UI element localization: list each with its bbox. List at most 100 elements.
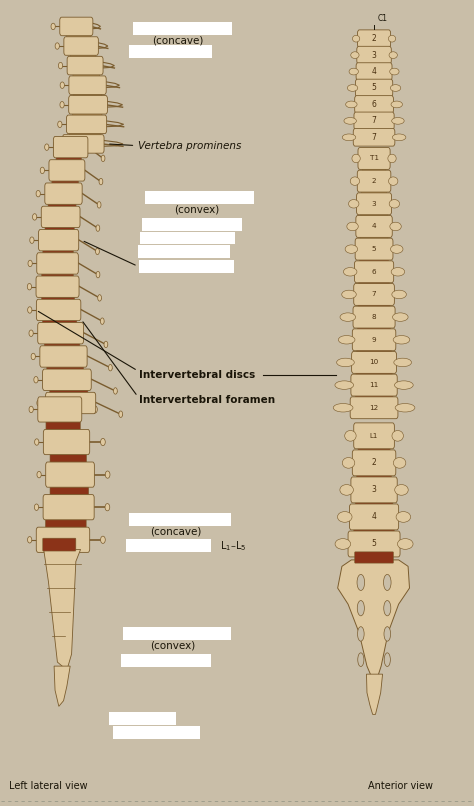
FancyBboxPatch shape	[69, 76, 106, 94]
FancyBboxPatch shape	[43, 430, 90, 455]
Ellipse shape	[391, 245, 403, 253]
Text: 4: 4	[372, 513, 376, 521]
Ellipse shape	[357, 575, 365, 591]
Ellipse shape	[357, 600, 365, 616]
FancyBboxPatch shape	[356, 193, 392, 214]
FancyBboxPatch shape	[43, 317, 77, 326]
Ellipse shape	[384, 627, 391, 641]
Ellipse shape	[389, 200, 400, 208]
Ellipse shape	[60, 102, 64, 108]
Ellipse shape	[348, 200, 359, 208]
FancyBboxPatch shape	[360, 92, 389, 98]
FancyBboxPatch shape	[52, 177, 79, 187]
Ellipse shape	[60, 82, 64, 89]
FancyBboxPatch shape	[358, 147, 390, 169]
Ellipse shape	[29, 330, 33, 336]
FancyBboxPatch shape	[38, 397, 82, 422]
Ellipse shape	[45, 144, 49, 151]
Ellipse shape	[28, 260, 32, 267]
Text: 5: 5	[372, 84, 376, 93]
FancyBboxPatch shape	[63, 139, 91, 151]
FancyBboxPatch shape	[355, 96, 393, 113]
Text: 6: 6	[372, 100, 376, 109]
FancyBboxPatch shape	[41, 206, 80, 227]
Ellipse shape	[345, 245, 357, 253]
Polygon shape	[54, 666, 70, 706]
FancyBboxPatch shape	[356, 345, 392, 352]
FancyBboxPatch shape	[129, 513, 231, 526]
FancyBboxPatch shape	[349, 504, 399, 530]
FancyBboxPatch shape	[354, 112, 394, 130]
FancyBboxPatch shape	[48, 200, 76, 210]
FancyBboxPatch shape	[36, 276, 79, 297]
FancyBboxPatch shape	[49, 160, 85, 181]
Ellipse shape	[383, 575, 391, 591]
FancyBboxPatch shape	[74, 90, 102, 100]
Ellipse shape	[350, 177, 360, 185]
Ellipse shape	[98, 295, 101, 301]
Ellipse shape	[384, 600, 391, 616]
Ellipse shape	[388, 154, 396, 163]
Ellipse shape	[389, 177, 398, 185]
Ellipse shape	[342, 134, 356, 141]
Ellipse shape	[99, 178, 103, 185]
Ellipse shape	[100, 318, 104, 324]
Ellipse shape	[333, 404, 353, 412]
Text: 11: 11	[369, 382, 379, 388]
Ellipse shape	[40, 167, 45, 173]
FancyBboxPatch shape	[357, 30, 391, 48]
FancyBboxPatch shape	[353, 306, 395, 328]
FancyBboxPatch shape	[145, 191, 254, 204]
Text: 5: 5	[372, 539, 376, 548]
Ellipse shape	[109, 364, 112, 371]
Ellipse shape	[392, 430, 403, 441]
Ellipse shape	[29, 406, 33, 413]
Polygon shape	[44, 550, 81, 670]
FancyBboxPatch shape	[358, 125, 390, 131]
Ellipse shape	[335, 381, 354, 389]
Ellipse shape	[342, 458, 355, 468]
FancyBboxPatch shape	[42, 293, 74, 304]
FancyBboxPatch shape	[46, 418, 80, 433]
Ellipse shape	[113, 388, 117, 394]
Ellipse shape	[27, 284, 32, 290]
Ellipse shape	[393, 458, 406, 468]
FancyBboxPatch shape	[36, 299, 81, 321]
Ellipse shape	[394, 381, 413, 389]
FancyBboxPatch shape	[348, 531, 400, 557]
FancyBboxPatch shape	[46, 462, 94, 487]
FancyBboxPatch shape	[50, 386, 88, 397]
Ellipse shape	[353, 35, 360, 42]
Ellipse shape	[105, 504, 110, 511]
Ellipse shape	[35, 504, 38, 510]
Ellipse shape	[351, 52, 359, 59]
Ellipse shape	[347, 85, 358, 91]
Text: Intervertebral foramen: Intervertebral foramen	[139, 395, 275, 405]
FancyBboxPatch shape	[350, 397, 398, 418]
FancyBboxPatch shape	[352, 329, 396, 351]
FancyBboxPatch shape	[356, 79, 393, 97]
FancyBboxPatch shape	[113, 726, 201, 739]
Text: 3: 3	[372, 201, 376, 207]
Text: 8: 8	[372, 314, 376, 320]
FancyBboxPatch shape	[45, 223, 74, 234]
Ellipse shape	[37, 472, 41, 478]
FancyBboxPatch shape	[356, 215, 392, 238]
Text: 2: 2	[372, 34, 376, 44]
Ellipse shape	[391, 101, 402, 108]
FancyBboxPatch shape	[43, 495, 94, 520]
FancyBboxPatch shape	[361, 209, 387, 216]
Text: 2: 2	[372, 459, 376, 467]
Ellipse shape	[54, 141, 58, 147]
Text: 3: 3	[372, 485, 376, 494]
FancyBboxPatch shape	[67, 56, 103, 75]
Ellipse shape	[395, 484, 408, 495]
FancyBboxPatch shape	[47, 363, 84, 373]
FancyBboxPatch shape	[351, 477, 397, 503]
Text: 12: 12	[369, 405, 379, 411]
Text: 3: 3	[372, 51, 376, 60]
Ellipse shape	[340, 313, 356, 322]
FancyBboxPatch shape	[355, 239, 393, 260]
FancyBboxPatch shape	[63, 135, 104, 153]
FancyBboxPatch shape	[67, 31, 91, 41]
